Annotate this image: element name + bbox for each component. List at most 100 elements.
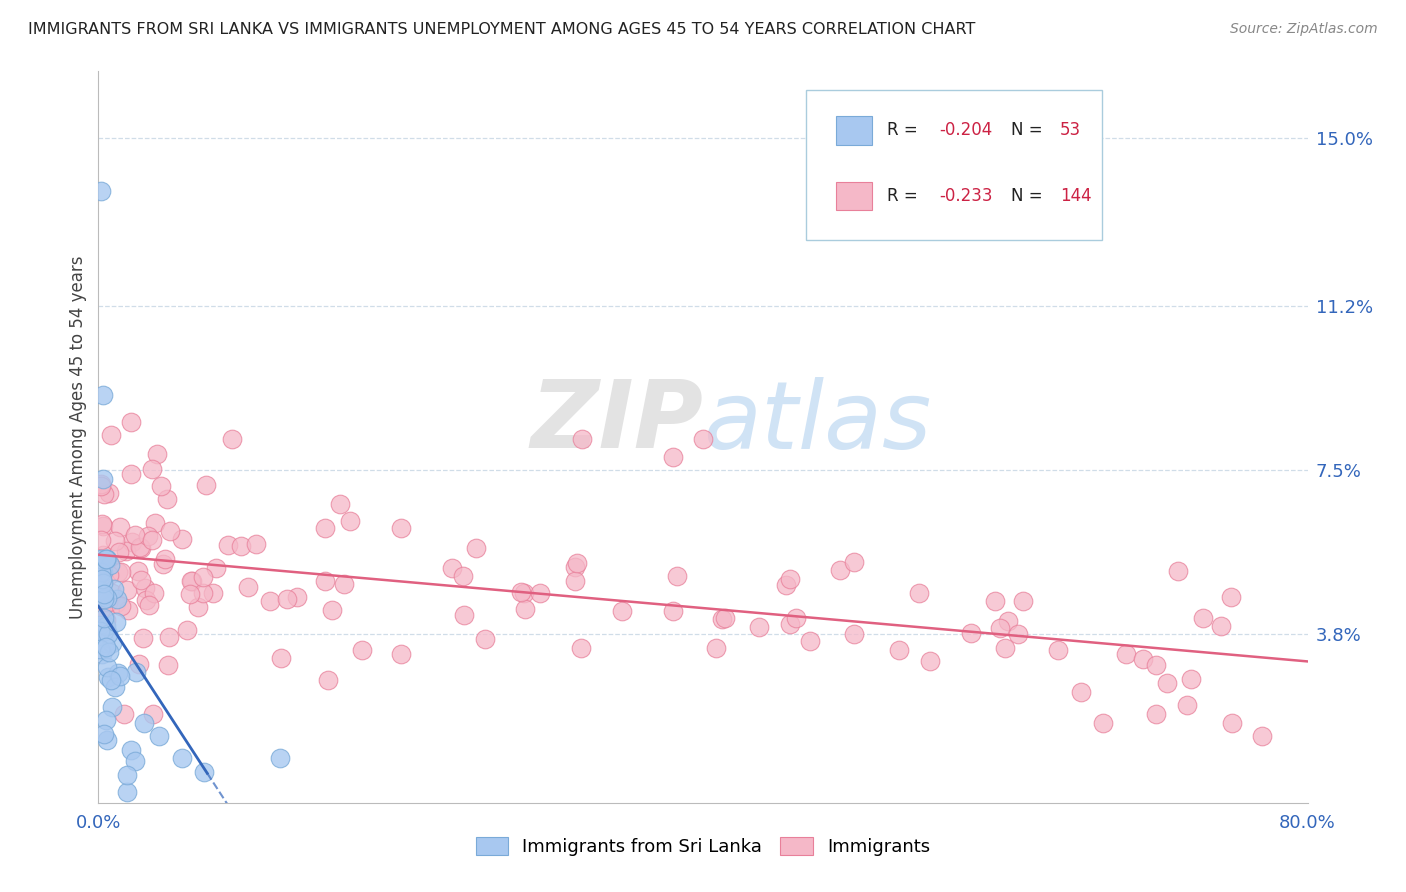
Point [90,479,112,493]
Point [89,583,111,598]
Point [513,586,536,600]
Text: N =: N = [1011,187,1049,205]
Point [105,596,128,610]
Point [120,415,142,429]
Point [180,574,202,588]
Point [110,668,132,682]
Point [93,611,115,625]
Point [1211,619,1233,633]
Point [157,630,180,644]
Bar [837,182,872,211]
Point [101,636,124,650]
Point [1007,626,1029,640]
Point [1092,716,1115,731]
Point [91,472,114,486]
Text: IMMIGRANTS FROM SRI LANKA VS IMMIGRANTS UNEMPLOYMENT AMONG AGES 45 TO 54 YEARS C: IMMIGRANTS FROM SRI LANKA VS IMMIGRANTS … [28,22,976,37]
Point [321,603,343,617]
Point [661,450,683,464]
Text: Source: ZipAtlas.com: Source: ZipAtlas.com [1230,22,1378,37]
Point [91,388,114,402]
Point [1180,672,1202,686]
Point [205,560,228,574]
Point [128,541,150,555]
Point [270,650,292,665]
Point [191,586,214,600]
Point [236,580,259,594]
Point [187,600,209,615]
Point [90,566,112,580]
Point [115,544,138,558]
Point [474,632,496,646]
Point [125,665,148,679]
Point [94,713,117,727]
Point [93,727,115,741]
Point [91,548,114,562]
Point [132,716,155,731]
Point [97,627,120,641]
Point [1144,707,1167,722]
Point [143,586,166,600]
Point [193,764,215,779]
Point [830,563,852,577]
Point [779,616,801,631]
Point [145,447,167,461]
Point [666,569,689,583]
Point [1046,643,1069,657]
Point [150,479,173,493]
Bar [837,116,872,145]
Point [748,620,770,634]
Point [259,594,281,608]
Point [115,582,138,597]
Point [124,754,146,768]
Point [172,532,194,546]
Point [89,624,111,638]
Point [117,603,139,617]
Point [100,673,122,687]
Point [1175,698,1198,713]
Point [1251,729,1274,743]
Point [389,648,412,662]
Point [195,477,218,491]
Point [180,574,202,588]
Point [97,486,120,500]
Legend: Immigrants from Sri Lanka, Immigrants: Immigrants from Sri Lanka, Immigrants [468,830,938,863]
Point [127,564,149,578]
Point [128,657,150,671]
Point [89,559,111,574]
Text: 144: 144 [1060,187,1091,205]
Point [692,432,714,446]
Point [714,611,737,625]
Point [318,673,340,687]
Point [134,581,156,595]
Point [156,491,179,506]
Point [97,645,120,659]
Point [314,574,336,588]
Point [90,552,112,566]
Point [143,516,166,531]
Point [136,529,159,543]
Point [105,592,128,607]
Point [179,587,201,601]
Point [96,660,118,674]
Point [89,641,111,656]
Point [1156,676,1178,690]
Point [176,623,198,637]
Point [90,184,112,198]
Point [245,537,267,551]
Point [91,566,114,580]
Point [96,732,118,747]
Point [339,514,361,528]
FancyBboxPatch shape [806,90,1102,240]
Point [959,626,981,640]
Point [1070,685,1092,699]
Point [170,751,193,765]
Point [90,533,112,548]
Point [571,432,593,446]
Point [569,641,592,656]
Point [107,544,129,558]
Point [117,768,139,782]
Point [148,729,170,743]
Point [96,591,118,606]
Point [564,574,586,589]
Text: atlas: atlas [703,377,931,468]
